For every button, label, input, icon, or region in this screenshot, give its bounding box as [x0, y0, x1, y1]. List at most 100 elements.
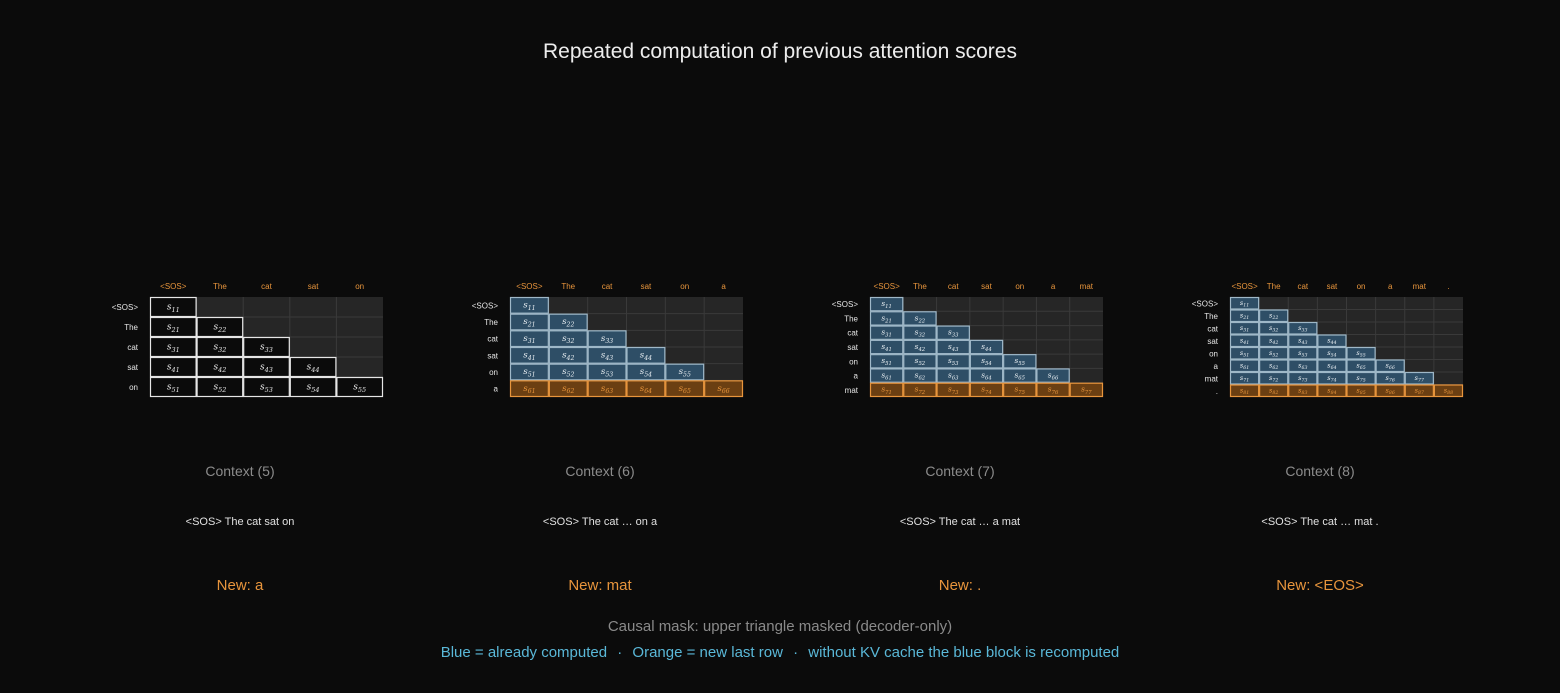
legend-orange-text: Orange = new last row [632, 644, 783, 661]
row-token-label: sat [127, 363, 138, 372]
column-token-label: <SOS> [160, 282, 187, 291]
score-cell-label: s65 [679, 384, 691, 395]
score-cell [587, 330, 627, 348]
score-cell [1259, 321, 1289, 335]
score-cell-label: s33 [1298, 324, 1307, 334]
causal-mask-note: Causal mask: upper triangle masked (deco… [607, 618, 953, 635]
legend-kv-text: without KV cache the blue block is recom… [808, 644, 1120, 661]
score-cell-label: s52 [915, 356, 926, 367]
score-cell-label: s51 [1240, 349, 1249, 359]
score-cell-label: s51 [167, 382, 180, 394]
attention-panel-context-5: <SOS> The cat sat on <SOS> The cat sat on s11 s21 s2… [60, 276, 420, 606]
attention-panel-context-6: <SOS> The cat sat on a <SOS> The cat sat on a s11 s21… [420, 276, 780, 606]
score-cell-label: s41 [1240, 336, 1249, 346]
column-token-label: sat [981, 282, 992, 291]
score-cell [1259, 371, 1289, 385]
score-cell-label: s72 [915, 385, 926, 396]
column-token-label: mat [1413, 282, 1427, 291]
score-cell-label: s43 [601, 351, 613, 362]
score-cell [969, 368, 1004, 383]
score-cell [548, 313, 588, 331]
score-cell [243, 336, 290, 358]
score-cell-label: s31 [1240, 324, 1249, 334]
score-cell [1404, 371, 1434, 385]
score-cell-label: s66 [717, 384, 729, 395]
score-cell-label: s54 [307, 382, 320, 394]
score-cell [509, 313, 549, 331]
score-cell [903, 339, 937, 355]
score-cell-label: s53 [1298, 349, 1307, 359]
row-token-label: a [494, 385, 499, 394]
row-token-label: on [129, 383, 138, 392]
score-cell [1229, 346, 1260, 360]
score-cell [149, 296, 197, 318]
new-score-cell [587, 380, 627, 398]
score-cell [1003, 354, 1037, 369]
context-label: Context (8) [1285, 463, 1355, 479]
score-cell-label: s73 [1298, 374, 1307, 384]
score-cell-label: s11 [523, 301, 535, 312]
score-cell-label: s65 [1015, 370, 1026, 381]
score-cell [548, 330, 588, 348]
color-legend: Blue = already computed · Orange = new l… [0, 644, 1560, 661]
score-cell-label: s76 [1386, 374, 1395, 384]
score-cell [626, 363, 666, 381]
sequence-label: <SOS> The cat … on a [542, 516, 658, 528]
new-score-cell [1288, 384, 1318, 398]
new-score-cell [665, 380, 705, 398]
score-cell-label: s41 [881, 342, 892, 353]
score-cell [587, 363, 627, 381]
score-cell [509, 330, 549, 348]
score-cell-label: s54 [640, 367, 652, 378]
score-cell [903, 368, 937, 383]
score-cell [196, 336, 244, 358]
row-token-label: <SOS> [832, 300, 859, 309]
score-cell-label: s61 [1240, 361, 1249, 371]
score-cell [509, 346, 549, 364]
new-score-cell [1375, 384, 1405, 398]
score-cell-label: s42 [915, 342, 926, 353]
row-token-label: The [844, 314, 858, 323]
score-cell [196, 316, 244, 338]
score-cell-label: s88 [1444, 386, 1453, 396]
score-cell-label: s61 [523, 384, 535, 395]
score-cell [336, 376, 384, 398]
score-cell-label: s31 [881, 328, 892, 339]
score-cell [969, 354, 1004, 369]
score-cell [869, 325, 904, 340]
column-token-label: on [355, 282, 364, 291]
score-cell [1229, 309, 1260, 323]
score-cell-label: s72 [1269, 374, 1278, 384]
score-cell-label: s32 [213, 342, 226, 354]
score-cell [936, 368, 970, 383]
score-cell-label: s65 [1356, 361, 1365, 371]
score-cell [149, 356, 197, 378]
score-cell-label: s31 [523, 334, 535, 345]
score-cell-label: s85 [1356, 386, 1365, 396]
score-cell-label: s44 [307, 362, 320, 374]
legend-separator: · [793, 644, 799, 661]
score-cell [1288, 371, 1318, 385]
column-token-label: sat [1327, 282, 1338, 291]
score-cell [936, 325, 970, 340]
score-cell [1375, 359, 1405, 373]
score-cell [149, 316, 197, 338]
row-token-label: mat [845, 386, 859, 395]
score-cell-label: s22 [562, 317, 574, 328]
score-cell-label: s21 [167, 322, 180, 334]
score-cell-label: s42 [562, 351, 574, 362]
new-score-cell [969, 382, 1004, 398]
row-token-label: <SOS> [112, 303, 139, 312]
score-cell [1229, 296, 1260, 310]
score-cell [548, 346, 588, 364]
score-cell-label: s53 [601, 367, 613, 378]
row-token-label: <SOS> [472, 301, 499, 310]
score-cell-label: s84 [1327, 386, 1336, 396]
legend-blue-text: Blue = already computed [440, 644, 608, 661]
score-cell-label: s21 [523, 317, 535, 328]
score-cell-label: s55 [353, 382, 366, 394]
row-token-label: on [849, 357, 858, 366]
score-cell [587, 346, 627, 364]
score-cell-label: s41 [167, 362, 180, 374]
score-cell-label: s55 [1015, 356, 1026, 367]
